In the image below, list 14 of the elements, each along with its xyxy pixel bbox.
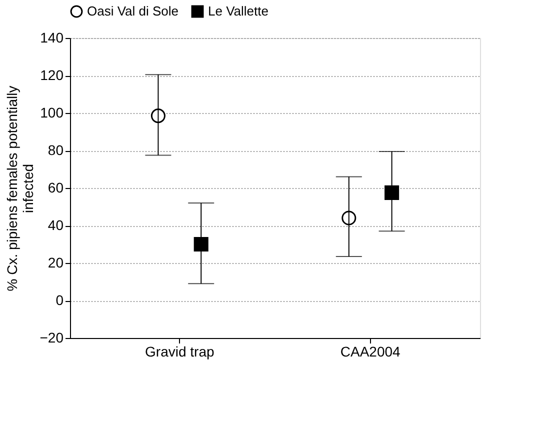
y-tick-label: 20 <box>48 254 64 270</box>
legend-label: Le Vallette <box>208 4 268 19</box>
y-axis-title: % Cx. pipiens females potentially infected <box>4 86 36 292</box>
y-tick-label: 140 <box>40 30 64 46</box>
y-tick-label: 80 <box>48 142 64 158</box>
y-tick-label: 100 <box>40 104 64 120</box>
x-tick-label: Gravid trap <box>145 344 214 360</box>
x-tick-label: CAA2004 <box>340 344 401 360</box>
y-tick-label: 40 <box>48 217 64 233</box>
y-tick-label: 60 <box>48 180 64 196</box>
y-tick-label: 0 <box>56 292 64 308</box>
y-tick-label: −20 <box>40 330 64 346</box>
legend-label: Oasi Val di Sole <box>87 4 179 19</box>
y-tick-label: 120 <box>40 67 64 83</box>
